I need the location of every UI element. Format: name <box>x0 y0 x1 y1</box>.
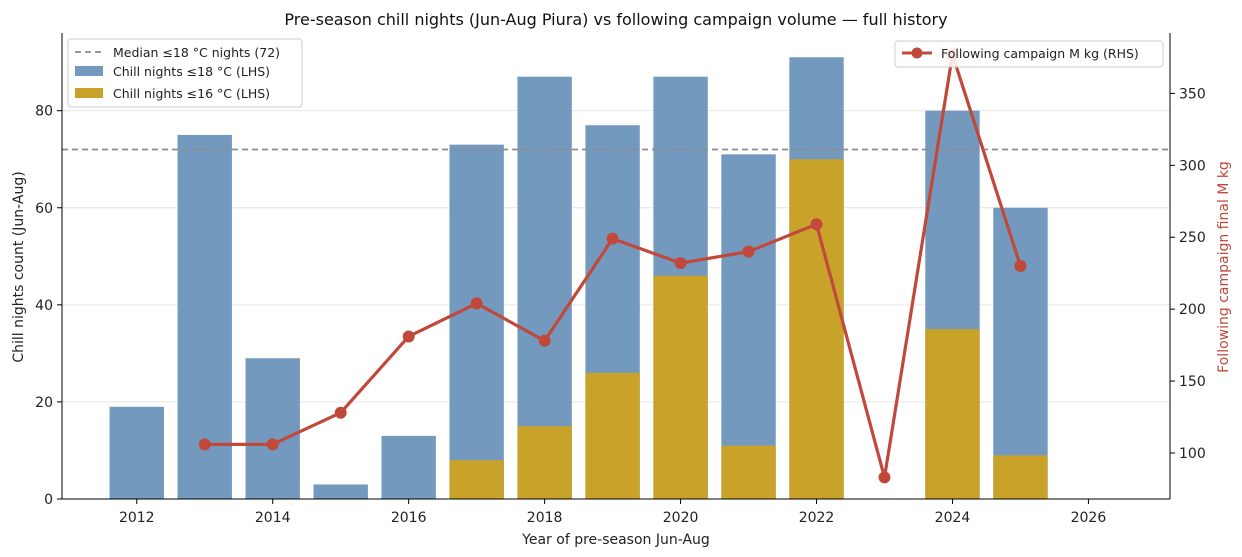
legend-median-label: Median ≤18 °C nights (72) <box>113 45 280 60</box>
legend-left: Median ≤18 °C nights (72) Chill nights ≤… <box>67 38 303 108</box>
bar-chill-16 <box>449 460 504 499</box>
bar-chill-16 <box>925 329 980 499</box>
line-series <box>198 48 1027 484</box>
legend-right-frame <box>894 40 1164 68</box>
campaign-volume-point <box>470 297 483 310</box>
campaign-volume-point <box>538 334 551 347</box>
legend-right: Following campaign M kg (RHS) <box>894 40 1164 68</box>
x-tick-label: 2022 <box>799 510 835 526</box>
legend-bar-18-label: Chill nights ≤18 °C (LHS) <box>113 64 270 79</box>
campaign-volume-point <box>674 257 687 270</box>
bar-chill-16 <box>721 445 776 499</box>
y-tick-label: 80 <box>35 104 53 120</box>
bar-chill-18 <box>109 406 164 499</box>
bar-chill-16 <box>789 159 844 500</box>
bar-chill-18 <box>381 435 436 499</box>
x-tick-label: 2012 <box>119 510 155 526</box>
bar-chill-18 <box>245 358 300 499</box>
chart-title: Pre-season chill nights (Jun-Aug Piura) … <box>284 10 947 29</box>
bar-chill-16 <box>653 275 708 499</box>
x-tick-label: 2014 <box>255 510 291 526</box>
bar-chill-18 <box>449 144 504 500</box>
legend-bar-16-label: Chill nights ≤16 °C (LHS) <box>113 86 270 101</box>
bar-chill-16 <box>585 372 640 499</box>
y2-tick-label: 200 <box>1179 302 1206 318</box>
legend-bar-18-swatch <box>75 66 103 76</box>
y2-tick-label: 150 <box>1179 374 1206 390</box>
y-tick-label: 40 <box>35 298 53 314</box>
campaign-volume-point <box>742 245 755 258</box>
bar-chill-16 <box>517 426 572 499</box>
bar-chill-18 <box>177 134 232 499</box>
bar-chill-18 <box>993 207 1048 499</box>
y-axis-label: Chill nights count (Jun-Aug) <box>11 171 27 362</box>
axes: 2012 2014 2016 2018 2020 2022 2024 2026 0 20 40 60 8… <box>35 33 1206 526</box>
legend-line-marker <box>911 47 923 59</box>
x-tick-label: 2026 <box>1071 510 1107 526</box>
bar-chill-18 <box>313 484 368 499</box>
campaign-volume-point <box>266 438 279 451</box>
y2-tick-label: 300 <box>1179 158 1206 174</box>
campaign-volume-point <box>1014 260 1027 272</box>
bars <box>109 57 1048 500</box>
y2-axis-label: Following campaign final M kg <box>1216 161 1232 373</box>
campaign-volume-point <box>198 438 211 451</box>
campaign-volume-point <box>606 232 619 245</box>
x-tick-label: 2018 <box>527 510 563 526</box>
x-tick-label: 2016 <box>391 510 427 526</box>
campaign-volume-point <box>810 218 823 231</box>
campaign-volume-point <box>334 406 347 419</box>
y-tick-label: 60 <box>35 201 53 217</box>
y2-tick-label: 350 <box>1179 86 1206 102</box>
campaign-volume-point <box>878 471 891 484</box>
bar-chill-16 <box>993 455 1048 499</box>
y2-tick-label: 250 <box>1179 230 1206 246</box>
x-axis-label: Year of pre-season Jun-Aug <box>521 532 710 548</box>
x-tick-label: 2020 <box>663 510 699 526</box>
x-tick-label: 2024 <box>935 510 971 526</box>
y-tick-label: 0 <box>44 492 53 508</box>
legend-left-frame <box>67 38 303 108</box>
bar-chill-18 <box>721 154 776 499</box>
y-tick-label: 20 <box>35 395 53 411</box>
campaign-volume-point <box>402 330 415 343</box>
legend-line-label: Following campaign M kg (RHS) <box>941 46 1139 61</box>
legend-bar-16-swatch <box>75 88 103 98</box>
y2-tick-label: 100 <box>1179 446 1206 462</box>
